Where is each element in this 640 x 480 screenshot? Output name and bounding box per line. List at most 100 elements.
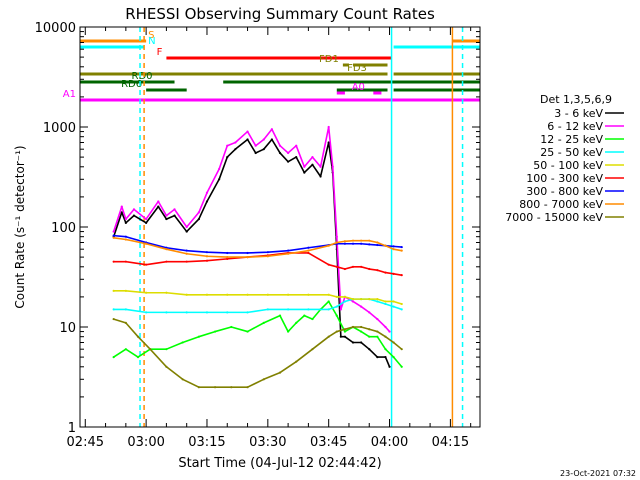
series-7-point-9 [287,252,290,255]
series-3-point-9 [287,308,290,311]
legend-entry-label-2: 12 - 25 keV [540,133,603,146]
series-6-point-6 [226,251,229,255]
series-8-point-19 [368,328,371,331]
series-3-point-5 [205,311,209,314]
series-3-point-13 [343,300,347,303]
series-8-point-2 [136,335,140,338]
series-5-point-16 [368,267,371,271]
legend-entry-label-3: 25 - 50 keV [540,146,603,159]
series-6-point-9 [287,249,290,252]
series-4-point-9 [287,293,290,296]
series-2-point-11 [278,314,282,317]
series-8-point-5 [181,378,184,381]
series-8-point-6 [197,386,200,389]
series-6-point-0 [112,234,115,237]
series-4-point-2 [145,291,148,294]
series-2-point-13 [295,321,298,324]
series-3-point-4 [185,311,188,314]
series-4-point-3 [165,291,168,294]
series-1-point-31 [368,311,371,314]
series-1-point-34 [388,330,391,333]
series-7-point-4 [185,252,188,255]
series-2-point-15 [311,317,314,321]
series-0-point-8 [185,230,188,233]
series-8-point-7 [213,386,217,389]
series-6-point-14 [351,242,355,245]
series-7-point-19 [392,248,395,251]
chart-title: RHESSI Observing Summary Count Rates [125,5,435,23]
series-1-point-13 [234,141,237,144]
series-1-point-23 [319,165,322,168]
series-1-point-33 [384,325,387,329]
series-1-point-19 [287,151,290,155]
series-7-point-5 [205,255,209,258]
series-1-point-6 [165,214,168,217]
series-6-point-1 [124,235,127,238]
series-0-point-1 [120,211,123,214]
x-tick-label: 04:00 [371,435,408,450]
series-5-point-19 [392,272,395,275]
series-1-point-14 [246,130,249,133]
state-bar-label-n: N [148,36,155,47]
series-1-point-15 [254,144,257,147]
series-8-point-12 [295,360,298,363]
series-2-point-25 [392,356,395,359]
legend-entry-label-7: 800 - 7000 keV [519,198,603,211]
series-8-point-1 [124,321,127,324]
series-5-point-10 [307,251,310,255]
series-1-point-7 [173,208,176,211]
x-tick-label: 03:30 [249,435,286,450]
series-1-point-8 [185,225,188,229]
series-1-point-32 [376,317,379,321]
series-2-point-17 [327,300,330,303]
series-0-point-13 [234,148,237,151]
series-0-point-12 [226,156,229,159]
series-1-point-26 [335,235,338,238]
series-3-point-11 [327,308,330,311]
date-stamp: 23-Oct-2021 07:32 [560,469,636,478]
series-1-point-2 [124,217,127,221]
series-4-point-20 [400,302,403,306]
series-0-point-20 [295,156,298,159]
series-1-point-12 [226,144,229,147]
series-0-point-16 [262,148,265,151]
series-7-point-6 [226,256,229,259]
series-4-point-11 [327,293,330,296]
series-0-point-3 [132,214,136,217]
series-6-point-15 [360,242,363,245]
series-3-point-18 [384,302,387,306]
series-line-8 [113,318,403,389]
series-7-point-11 [327,244,330,247]
series-2-point-19 [343,330,347,333]
series-3-point-17 [376,300,379,303]
series-1-point-22 [311,156,314,159]
series-8-point-9 [246,386,249,389]
state-bar-label-f: F [157,47,163,58]
series-5-point-5 [205,259,209,262]
series-5-point-4 [185,260,188,263]
series-1-point-1 [120,205,123,208]
series-1-point-25 [331,165,334,168]
legend-entry-label-6: 300 - 800 keV [526,185,603,198]
series-0-point-32 [376,356,379,359]
series-4-point-14 [351,298,355,301]
series-5-point-20 [400,274,403,277]
series-1-point-4 [145,217,148,221]
series-1-point-30 [360,305,363,308]
series-3-point-19 [392,305,395,308]
legend-entry-label-8: 7000 - 15000 keV [505,211,603,224]
series-4-point-16 [368,298,371,301]
series-1-point-9 [197,211,200,214]
series-2-point-26 [400,365,403,368]
series-1-point-29 [351,300,355,303]
state-bar-label-rd0: RD0 [132,71,153,82]
series-7-point-17 [376,241,379,244]
series-0-point-22 [311,163,314,166]
series-6-point-10 [307,246,310,249]
series-0-point-33 [384,356,387,359]
series-8-point-14 [327,335,330,338]
series-5-point-0 [112,260,115,263]
series-1-point-27 [339,308,342,311]
y-tick-label: 1 [68,421,76,436]
state-bar-label-s: S [148,30,154,41]
